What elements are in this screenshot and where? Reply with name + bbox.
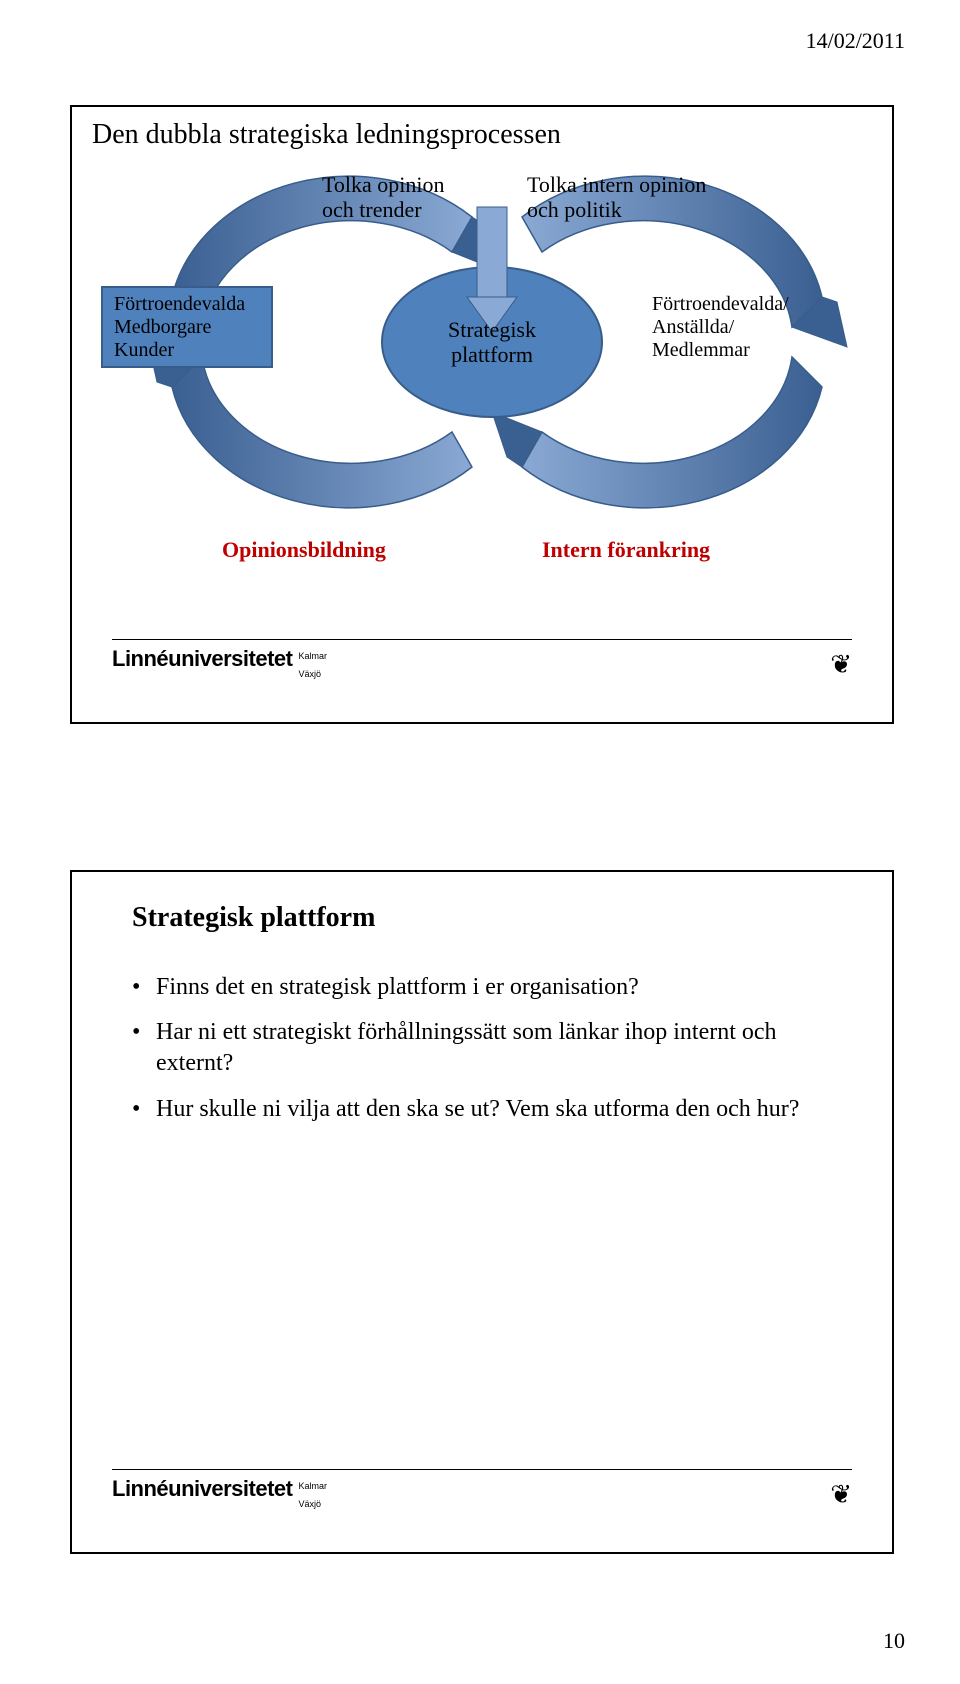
uni-sub2: Växjö bbox=[298, 1499, 321, 1509]
uni-sub2: Växjö bbox=[298, 669, 321, 679]
label-top-right-2: och politik bbox=[527, 197, 622, 222]
header-date: 14/02/2011 bbox=[806, 28, 905, 54]
slide-1-footer: Linnéuniversitetet Kalmar Växjö ❦ bbox=[112, 639, 852, 682]
slide-1-title: Den dubbla strategiska ledningsprocessen bbox=[92, 119, 561, 151]
left-box-l3: Kunder bbox=[114, 339, 174, 361]
left-box-l1: Förtroendevalda bbox=[114, 293, 245, 315]
uni-name: Linnéuniversitetet bbox=[112, 1476, 292, 1502]
slide-2-footer: Linnéuniversitetet Kalmar Växjö ❦ bbox=[112, 1469, 852, 1512]
label-top-left-1: Tolka opinion bbox=[322, 172, 445, 197]
footer-rule bbox=[112, 639, 852, 640]
bullet-item: Finns det en strategisk plattform i er o… bbox=[132, 972, 832, 1003]
footer-rule bbox=[112, 1469, 852, 1470]
center-l2: plattform bbox=[451, 342, 533, 367]
slide-2-title: Strategisk plattform bbox=[132, 902, 375, 934]
uni-sub1: Kalmar bbox=[298, 651, 327, 661]
bottom-right-label: Intern förankring bbox=[542, 537, 710, 562]
bullet-list: Finns det en strategisk plattform i er o… bbox=[132, 972, 832, 1139]
page: 14/02/2011 10 Den dubbla strategiska led… bbox=[0, 0, 960, 1684]
diagram-svg: Tolka opinion och trender Tolka intern o… bbox=[72, 157, 892, 677]
bullet-item: Hur skulle ni vilja att den ska se ut? V… bbox=[132, 1094, 832, 1125]
center-l1: Strategisk bbox=[448, 317, 536, 342]
tree-icon: ❦ bbox=[830, 1479, 852, 1510]
right-block-l2: Anställda/ bbox=[652, 316, 735, 338]
slide-2-frame: Strategisk plattform Finns det en strate… bbox=[70, 870, 894, 1554]
tree-icon: ❦ bbox=[830, 649, 852, 680]
uni-sub1: Kalmar bbox=[298, 1481, 327, 1491]
bullet-item: Har ni ett strategiskt förhållningssätt … bbox=[132, 1017, 832, 1079]
right-block-l3: Medlemmar bbox=[652, 339, 750, 361]
slide-1-frame: Den dubbla strategiska ledningsprocessen bbox=[70, 105, 894, 724]
label-top-left-2: och trender bbox=[322, 197, 422, 222]
uni-name: Linnéuniversitetet bbox=[112, 646, 292, 672]
page-number: 10 bbox=[883, 1628, 905, 1654]
label-top-right-1: Tolka intern opinion bbox=[527, 172, 706, 197]
left-box-l2: Medborgare bbox=[114, 316, 211, 338]
right-block-l1: Förtroendevalda/ bbox=[652, 293, 789, 315]
bottom-left-label: Opinionsbildning bbox=[222, 537, 386, 562]
